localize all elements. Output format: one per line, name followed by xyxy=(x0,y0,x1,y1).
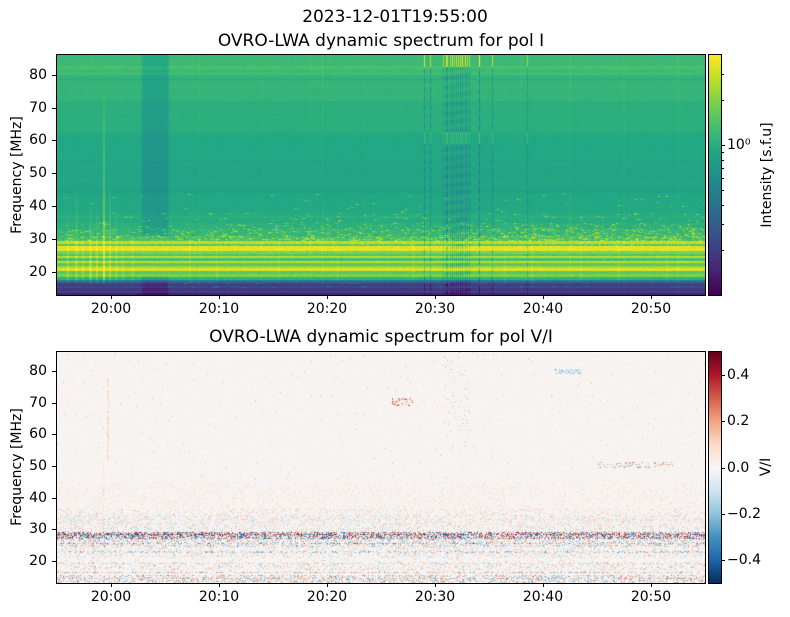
x-tick-label: 20:40 xyxy=(522,301,564,317)
colorbar-minor-tick xyxy=(721,178,724,179)
y-tick-label: 40 xyxy=(29,198,47,214)
pol-vi-colorbar-label: V/I xyxy=(758,457,774,477)
y-tick-label: 30 xyxy=(29,521,47,537)
pol-vi-title: OVRO-LWA dynamic spectrum for pol V/I xyxy=(209,327,553,347)
x-tick-label: 20:30 xyxy=(414,589,456,605)
pol-i-colorbar-label: Intensity [s.f.u] xyxy=(759,122,775,228)
pol-vi-axes xyxy=(56,351,706,584)
y-tick xyxy=(52,371,56,372)
colorbar-tick xyxy=(721,375,725,376)
x-tick xyxy=(435,583,436,587)
y-tick xyxy=(52,206,56,207)
y-tick xyxy=(52,75,56,76)
y-tick xyxy=(52,498,56,499)
y-tick xyxy=(52,434,56,435)
colorbar-tick xyxy=(721,468,725,469)
y-tick xyxy=(52,140,56,141)
y-tick-label: 40 xyxy=(29,490,47,506)
colorbar-tick xyxy=(721,514,725,515)
x-tick-label: 20:50 xyxy=(630,301,672,317)
y-tick-label: 50 xyxy=(29,165,47,181)
y-tick xyxy=(52,561,56,562)
y-tick-label: 70 xyxy=(29,395,47,411)
y-tick-label: 80 xyxy=(29,67,47,83)
y-tick-label: 30 xyxy=(29,231,47,247)
x-tick-label: 20:10 xyxy=(198,301,240,317)
x-tick xyxy=(219,295,220,299)
colorbar-tick-label: −0.4 xyxy=(727,552,761,568)
y-tick-label: 60 xyxy=(29,426,47,442)
x-tick xyxy=(543,295,544,299)
x-tick xyxy=(543,583,544,587)
colorbar-minor-tick xyxy=(721,190,724,191)
colorbar-minor-tick xyxy=(721,152,724,153)
pol-i-title: OVRO-LWA dynamic spectrum for pol I xyxy=(217,31,545,51)
y-tick xyxy=(52,272,56,273)
y-tick xyxy=(52,466,56,467)
x-tick-label: 20:50 xyxy=(630,589,672,605)
y-tick xyxy=(52,108,56,109)
y-tick xyxy=(52,239,56,240)
x-tick-label: 20:10 xyxy=(198,589,240,605)
x-tick-label: 20:00 xyxy=(90,301,132,317)
colorbar-tick-label: −0.2 xyxy=(727,506,761,522)
x-tick-label: 20:20 xyxy=(306,301,348,317)
x-tick xyxy=(327,295,328,299)
pol-vi-colorbar-gradient xyxy=(709,352,721,583)
colorbar-tick-label: 0.0 xyxy=(727,460,750,476)
x-tick xyxy=(435,295,436,299)
colorbar-tick xyxy=(721,145,725,146)
y-tick-label: 20 xyxy=(29,264,47,280)
colorbar-minor-tick xyxy=(721,250,724,251)
y-tick xyxy=(52,403,56,404)
x-tick-label: 20:00 xyxy=(90,589,132,605)
x-tick-label: 20:20 xyxy=(306,589,348,605)
x-tick-label: 20:40 xyxy=(522,589,564,605)
colorbar-minor-tick xyxy=(721,100,724,101)
pol-i-axes xyxy=(56,54,706,296)
x-tick xyxy=(327,583,328,587)
pol-i-heatmap xyxy=(57,55,705,295)
colorbar-minor-tick xyxy=(721,168,724,169)
colorbar-tick-label: 0.4 xyxy=(727,367,750,383)
x-tick xyxy=(219,583,220,587)
pol-vi-heatmap xyxy=(57,352,705,583)
x-tick-label: 20:30 xyxy=(414,301,456,317)
colorbar-tick-label: 0.2 xyxy=(727,413,750,429)
y-tick-label: 20 xyxy=(29,553,47,569)
colorbar-minor-tick xyxy=(721,205,724,206)
y-tick-label: 60 xyxy=(29,132,47,148)
colorbar-tick-label: 10⁰ xyxy=(727,137,751,153)
colorbar-tick xyxy=(721,560,725,561)
colorbar-minor-tick xyxy=(721,74,724,75)
colorbar-minor-tick xyxy=(721,160,724,161)
pol-vi-colorbar xyxy=(708,351,722,584)
pol-i-colorbar xyxy=(708,54,722,296)
x-tick xyxy=(651,583,652,587)
x-tick xyxy=(111,583,112,587)
y-tick xyxy=(52,529,56,530)
colorbar-minor-tick xyxy=(721,224,724,225)
x-tick xyxy=(111,295,112,299)
x-tick xyxy=(651,295,652,299)
colorbar-tick xyxy=(721,421,725,422)
y-tick-label: 50 xyxy=(29,458,47,474)
figure-suptitle: 2023-12-01T19:55:00 xyxy=(302,7,488,27)
pol-i-colorbar-gradient xyxy=(709,55,721,295)
y-tick xyxy=(52,173,56,174)
y-tick-label: 80 xyxy=(29,363,47,379)
y-tick-label: 70 xyxy=(29,100,47,116)
